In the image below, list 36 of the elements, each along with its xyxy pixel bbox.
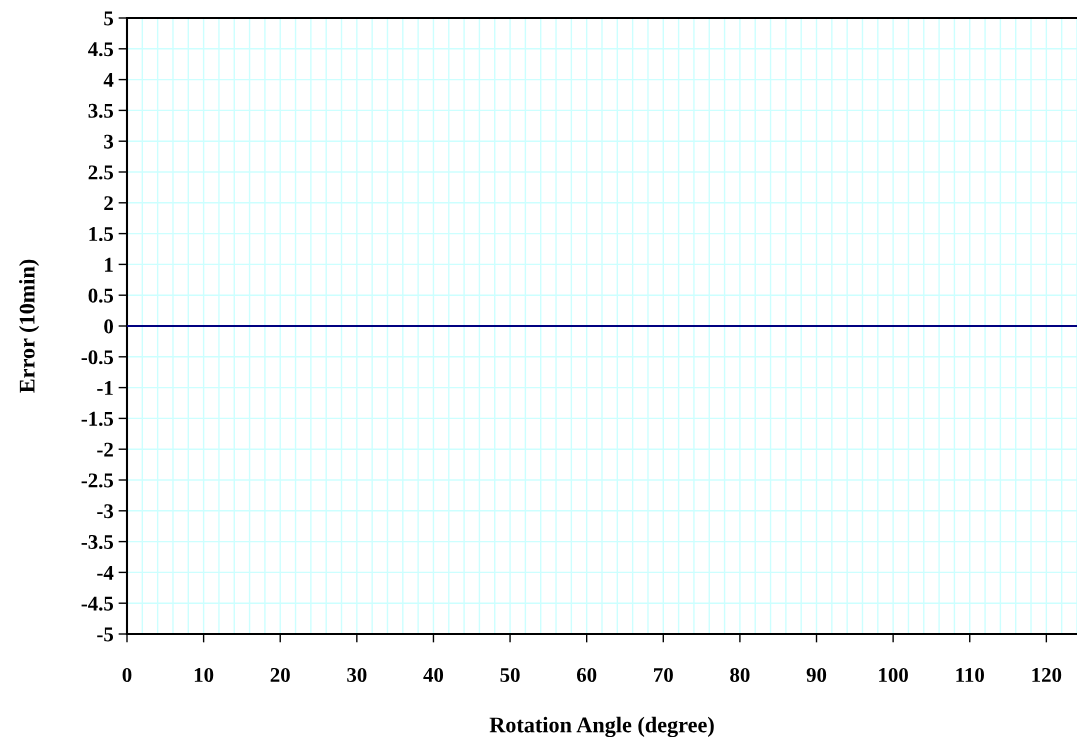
y-tick-label: 3 — [104, 134, 114, 149]
y-tick-label: -4 — [97, 565, 114, 580]
y-tick-label: -4.5 — [81, 596, 114, 611]
x-tick-label: 70 — [654, 667, 673, 682]
x-tick-label: 0 — [122, 667, 132, 682]
x-axis-title: Rotation Angle (degree) — [489, 716, 714, 738]
y-tick-label: -1.5 — [81, 411, 114, 426]
x-tick-label: 50 — [500, 667, 520, 682]
x-tick-label: 110 — [956, 667, 984, 682]
y-tick-label: 1.5 — [89, 227, 114, 242]
y-tick-label: 0 — [104, 319, 114, 334]
y-tick-label: 0.5 — [88, 288, 114, 303]
x-tick-label: 20 — [270, 667, 290, 682]
y-tick-label: 2 — [104, 196, 113, 211]
x-tick-label: 40 — [423, 667, 444, 682]
y-tick-label: -2.5 — [81, 473, 114, 488]
y-tick-label: -1 — [97, 381, 113, 395]
y-tick-label: -3.5 — [81, 535, 114, 550]
y-tick-label: -2 — [97, 442, 113, 457]
x-tick-label: 120 — [1032, 667, 1062, 682]
y-tick-label: 3.5 — [88, 103, 114, 118]
x-tick-label: 80 — [730, 667, 750, 682]
x-tick-label: 60 — [576, 667, 597, 682]
y-tick-label: 1 — [105, 257, 113, 272]
y-tick-label: 4 — [103, 73, 114, 87]
y-tick-label: 2.5 — [88, 165, 114, 180]
y-axis-title: Error (10min) — [19, 259, 40, 393]
x-tick-label: 100 — [879, 667, 908, 682]
x-tick-label: 30 — [347, 667, 367, 682]
y-tick-label: -5 — [97, 627, 114, 642]
x-tick-label: 90 — [806, 667, 827, 682]
y-tick-label: -0.5 — [81, 350, 114, 365]
y-tick-label: 5 — [104, 11, 114, 26]
y-tick-label: 4.5 — [88, 42, 114, 57]
x-tick-label: 10 — [194, 667, 214, 682]
y-tick-label: -3 — [97, 504, 114, 519]
